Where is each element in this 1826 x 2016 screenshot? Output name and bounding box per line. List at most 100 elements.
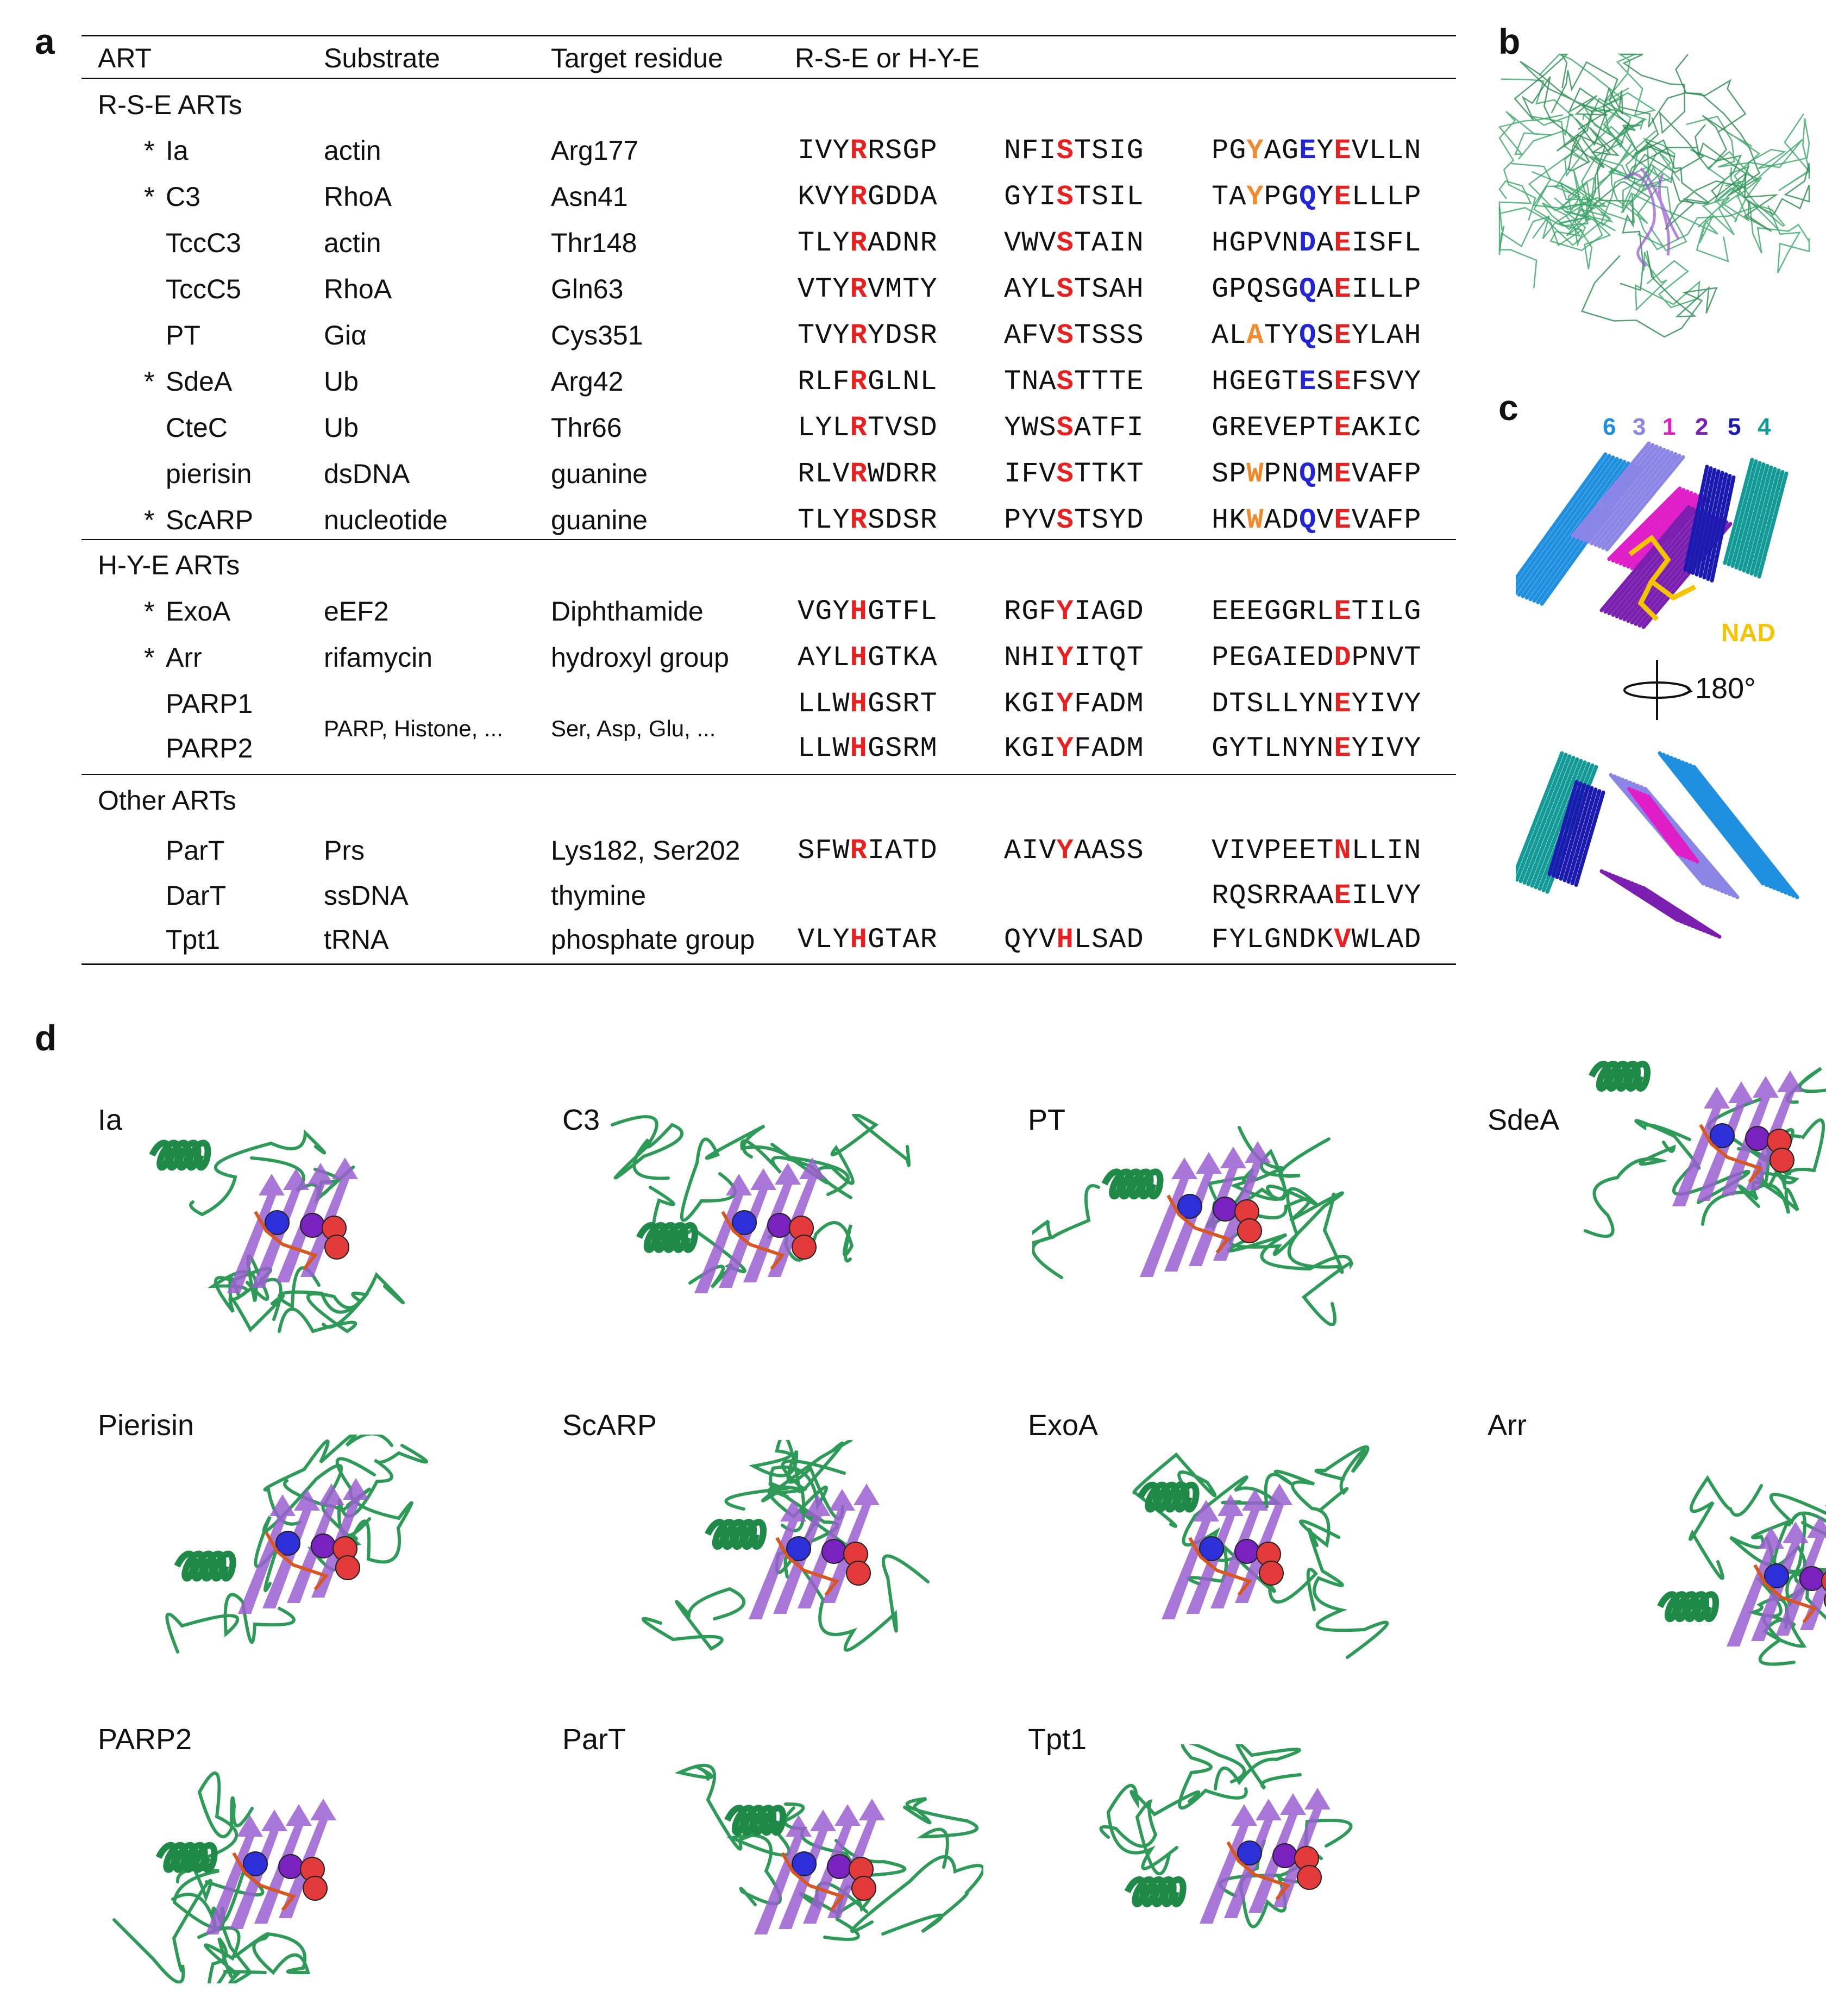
sequence-segment: PG (1212, 135, 1247, 167)
sequence-segment: TLY (798, 504, 850, 536)
sequence-segment: PNVT (1351, 642, 1422, 674)
sequence-segment: FADM (1074, 732, 1144, 765)
sequence-segment: R (850, 273, 868, 305)
sequence-segment: TVSD (867, 412, 938, 444)
loop (1737, 1118, 1825, 1189)
catalytic-residue-sphere (1237, 1218, 1262, 1243)
structure-label: PARP2 (98, 1723, 192, 1756)
table-top-rule (81, 35, 1456, 36)
row-seq2: AYLSTSAH (1004, 276, 1144, 304)
row-seq2: IFVSTTKT (1004, 460, 1144, 489)
strands-rotated-view (1516, 751, 1799, 939)
sequence-segment: M (1316, 458, 1334, 490)
loop (761, 1440, 853, 1532)
loop (783, 1554, 930, 1652)
row-target: Lys182, Ser202 (551, 835, 741, 866)
row-substrate: eEF2 (324, 596, 389, 627)
sequence-segment: TTTE (1074, 366, 1144, 398)
sequence-segment: S (1056, 412, 1074, 444)
beta-strand (1730, 461, 1762, 568)
loop (1264, 1469, 1340, 1548)
core-purple-traces (1623, 167, 1680, 267)
structure-label: C3 (562, 1104, 600, 1136)
sequence-segment: AKIC (1351, 412, 1422, 444)
structure-cartoon (149, 1129, 405, 1333)
beta-strand (694, 1174, 752, 1293)
nad-sticks (1753, 1564, 1818, 1623)
sequence-segment: AFV (1004, 320, 1057, 352)
sequence-segment: FYLGNDK (1212, 924, 1334, 956)
row-art: Arr (166, 642, 202, 673)
parp-shared-substrate: PARP, Histone, ... (324, 716, 503, 741)
sequence-segment: AYL (1004, 273, 1057, 305)
beta-strand (1723, 458, 1754, 565)
structure-label: PT (1028, 1104, 1066, 1136)
row-star: * (144, 596, 155, 627)
catalytic-residue-sphere (786, 1536, 811, 1561)
beta-strand (1566, 787, 1598, 884)
sequence-segment: R (850, 366, 868, 398)
row-art: ScARP (166, 505, 254, 535)
sequence-segment: ITQT (1074, 642, 1144, 674)
row-star: * (144, 181, 155, 212)
backbone-trace (1519, 60, 1612, 154)
structure-cartoon (1099, 1744, 1353, 1929)
catalytic-residue-sphere (243, 1851, 268, 1876)
row-seq3: GREVEPTEAKIC (1212, 414, 1421, 442)
beta-strand (1692, 765, 1799, 899)
row-seq3: DTSLLYNEYIVY (1212, 690, 1421, 718)
beta-strand (1521, 458, 1623, 598)
sequence-segment: TSIL (1074, 181, 1144, 213)
sequence-segment: GTKA (867, 642, 938, 674)
loop (1266, 1184, 1344, 1274)
row-target: Asn41 (551, 181, 628, 212)
beta-strand (1570, 789, 1602, 886)
beta-strand (1599, 505, 1691, 612)
beta-strand (1677, 759, 1784, 893)
sequence-segment: HK (1212, 504, 1247, 536)
sequence-segment: VLLN (1351, 135, 1422, 167)
beta-strand (1574, 790, 1605, 887)
section-rule-1 (81, 539, 1456, 540)
sequence-segment: S (1316, 320, 1334, 352)
loop (1772, 1512, 1826, 1606)
loop (165, 1593, 296, 1654)
row-seq1: VTYRVMTY (798, 276, 938, 304)
sequence-segment: TSYD (1074, 504, 1144, 536)
catalytic-residue-sphere (1821, 1571, 1826, 1592)
beta-strand (1753, 469, 1785, 577)
sequence-segment: A (1246, 320, 1264, 352)
row-star: * (144, 366, 155, 397)
structure-cartoon (1032, 1126, 1353, 1326)
catalytic-residue-sphere (1710, 1123, 1735, 1148)
beta-strand (1631, 788, 1684, 857)
sequence-segment: ILVY (1351, 880, 1422, 912)
beta-strand (1639, 791, 1692, 861)
row-target: phosphate group (551, 924, 755, 955)
sequence-segment: S (1056, 227, 1074, 259)
beta-strand (754, 1815, 812, 1934)
sequence-segment: W (1246, 504, 1264, 536)
catalytic-residue-sphere (278, 1854, 303, 1879)
alpha-helix (724, 1805, 787, 1836)
header-motif: R-S-E or H-Y-E (795, 43, 980, 73)
beta-strand (1665, 754, 1773, 889)
row-seq1: LLWHGSRT (798, 690, 938, 718)
loop (234, 1932, 310, 1975)
row-star: * (144, 135, 155, 166)
catalytic-residue-sphere (1824, 1593, 1826, 1607)
sequence-segment: Y (1246, 135, 1264, 167)
beta-strand (1516, 452, 1608, 583)
row-target: Thr66 (551, 412, 622, 443)
sequence-segment: R (850, 320, 868, 352)
beta-strand-panel: 6 3 1 2 5 4 NAD 180° (1516, 414, 1799, 939)
section-title-rse: R-S-E ARTs (98, 90, 242, 120)
beta-strand (1605, 455, 1685, 552)
catalytic-residue-sphere (732, 1210, 757, 1235)
parp-shared-target: Ser, Asp, Glu, ... (551, 716, 716, 741)
beta-strand (1698, 471, 1724, 578)
sequence-segment: AG (1264, 135, 1300, 167)
beta-strand (238, 1494, 296, 1614)
sequence-segment: E (1334, 504, 1352, 536)
row-seq1: KVYRGDDA (798, 183, 938, 211)
